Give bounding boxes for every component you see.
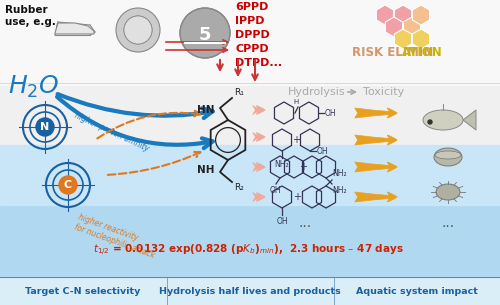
Circle shape <box>180 8 230 58</box>
Ellipse shape <box>435 151 461 159</box>
Bar <box>0 277 500 305</box>
Text: $t_{1/2}$ = 0.0132 exp(0.828 (p$K_b$)$_{min}$),  2.3 hours – 47 days: $t_{1/2}$ = 0.0132 exp(0.828 (p$K_b$)$_{… <box>92 242 404 257</box>
Ellipse shape <box>434 148 462 166</box>
Text: HN: HN <box>198 105 215 115</box>
Text: C: C <box>64 180 72 190</box>
Text: RISK ELIMIN: RISK ELIMIN <box>352 46 433 59</box>
Text: OH: OH <box>269 186 281 195</box>
Ellipse shape <box>436 184 460 200</box>
Text: OH: OH <box>276 217 288 226</box>
Text: ATION: ATION <box>402 46 443 59</box>
Text: N: N <box>40 122 50 132</box>
Bar <box>0 160 500 305</box>
Text: Aquatic system impact: Aquatic system impact <box>356 286 478 296</box>
Text: Target C-N selectivity: Target C-N selectivity <box>26 286 140 296</box>
Circle shape <box>124 16 152 44</box>
Text: Toxicity: Toxicity <box>363 87 404 97</box>
Circle shape <box>59 176 77 194</box>
Circle shape <box>428 120 432 124</box>
Text: OH: OH <box>325 109 336 117</box>
Text: higher proton affinity: higher proton affinity <box>73 111 150 153</box>
Text: NH₂: NH₂ <box>274 160 289 169</box>
Bar <box>0 145 500 205</box>
Text: +: + <box>293 192 301 202</box>
Circle shape <box>36 118 54 136</box>
Text: higher reactivity
for nucleophilic attack: higher reactivity for nucleophilic attac… <box>73 213 160 260</box>
Text: Hydrolysis: Hydrolysis <box>288 87 346 97</box>
Bar <box>0 0 500 85</box>
Polygon shape <box>463 110 476 130</box>
Text: +: + <box>299 162 307 172</box>
Ellipse shape <box>423 110 463 130</box>
Text: $H_2O$: $H_2O$ <box>8 74 60 100</box>
Text: NH: NH <box>198 165 215 175</box>
Text: R₁: R₁ <box>234 88 244 97</box>
PathPatch shape <box>55 23 94 34</box>
Text: 5: 5 <box>199 26 211 44</box>
Text: Hydrolysis half lives and products: Hydrolysis half lives and products <box>159 286 341 296</box>
Text: ...: ... <box>442 216 454 230</box>
Text: NH₂: NH₂ <box>332 186 346 195</box>
Text: 6PPD
IPPD
DPPD
CPPD
DTPD...: 6PPD IPPD DPPD CPPD DTPD... <box>235 2 282 68</box>
Text: ...: ... <box>298 216 312 230</box>
Bar <box>0 0 500 165</box>
Text: H: H <box>294 99 298 105</box>
Text: +: + <box>292 135 300 145</box>
Text: OH: OH <box>317 146 328 156</box>
Text: Rubber
use, e.g.,: Rubber use, e.g., <box>5 5 60 27</box>
Text: NH₂: NH₂ <box>332 169 346 178</box>
Text: R₂: R₂ <box>234 183 244 192</box>
